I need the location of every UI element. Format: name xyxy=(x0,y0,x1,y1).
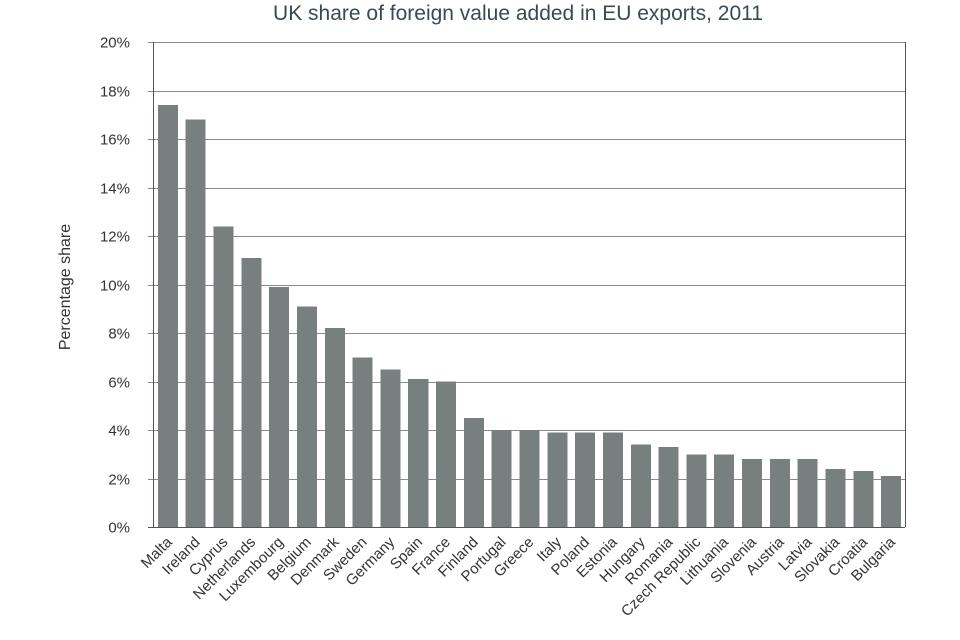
y-tick-labels: 0% 2% 4% 6% 8% 10% 12% 14% 16% 18% 20% xyxy=(100,35,130,537)
bar-slovenia xyxy=(742,459,763,527)
bar-slovakia xyxy=(825,468,846,527)
bar-croatia xyxy=(853,471,874,527)
chart-title: UK share of foreign value added in EU ex… xyxy=(273,2,763,25)
bar-luxembourg xyxy=(269,286,290,527)
gridlines xyxy=(148,42,905,480)
bar-netherlands xyxy=(241,257,262,527)
y-tick-label: 8% xyxy=(108,326,130,343)
y-tick-label: 12% xyxy=(100,229,130,246)
y-tick-label: 2% xyxy=(108,472,130,489)
y-tick-label: 18% xyxy=(100,84,130,101)
bar-cyprus xyxy=(213,226,234,528)
y-tick-label: 4% xyxy=(108,423,130,440)
bar-spain xyxy=(408,379,429,527)
bar-czech-republic xyxy=(686,454,707,527)
y-tick-label: 6% xyxy=(108,375,130,392)
bar-malta xyxy=(157,105,178,528)
bar-poland xyxy=(575,432,596,527)
bar-italy xyxy=(547,432,568,527)
bar-estonia xyxy=(602,432,623,527)
bar-austria xyxy=(769,459,790,527)
bar-romania xyxy=(658,446,679,527)
bar-greece xyxy=(519,430,540,527)
bar-finland xyxy=(463,417,484,528)
y-tick-label: 10% xyxy=(100,278,130,295)
bars xyxy=(157,105,902,528)
y-tick-label: 20% xyxy=(100,35,130,52)
y-axis-label: Percentage share xyxy=(57,224,74,350)
bar-ireland xyxy=(185,119,206,527)
bar-lithuania xyxy=(714,454,735,527)
y-tick-label: 0% xyxy=(108,520,130,537)
bar-denmark xyxy=(324,328,345,527)
bar-hungary xyxy=(630,444,651,527)
y-tick-label: 16% xyxy=(100,132,130,149)
bar-germany xyxy=(380,369,401,528)
bar-portugal xyxy=(491,430,512,527)
bar-latvia xyxy=(797,459,818,527)
y-tick-label: 14% xyxy=(100,181,130,198)
bar-bulgaria xyxy=(881,476,902,527)
axes xyxy=(148,42,906,528)
bar-belgium xyxy=(296,306,317,527)
bar-sweden xyxy=(352,357,373,527)
x-tick-labels: MaltaIrelandCyprusNetherlandsLuxembourgB… xyxy=(138,533,900,620)
bar-france xyxy=(436,381,457,527)
